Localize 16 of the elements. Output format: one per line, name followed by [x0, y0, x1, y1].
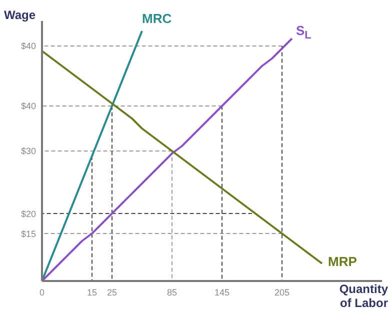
x-axis-title: Quantity of Labor	[338, 282, 388, 310]
series-label: S$_{L}$	[296, 22, 312, 42]
x-tick-label: 145	[214, 287, 230, 298]
annotation: $40	[20, 101, 36, 111]
x-tick-label: 0	[39, 287, 45, 298]
x-tick-label: 85	[166, 287, 178, 298]
series-label: MRC	[142, 11, 172, 26]
x-tick-label: 25	[106, 287, 118, 298]
annotation: $15	[20, 228, 36, 238]
annotation: $40	[20, 41, 36, 51]
series-label: MRP	[328, 254, 357, 268]
annotation: $30	[20, 146, 36, 156]
x-tick-label: 205	[274, 287, 290, 298]
annotation: $20	[20, 208, 36, 218]
y-axis-title: Wage	[4, 8, 36, 22]
x-tick-label: 15	[86, 287, 98, 298]
